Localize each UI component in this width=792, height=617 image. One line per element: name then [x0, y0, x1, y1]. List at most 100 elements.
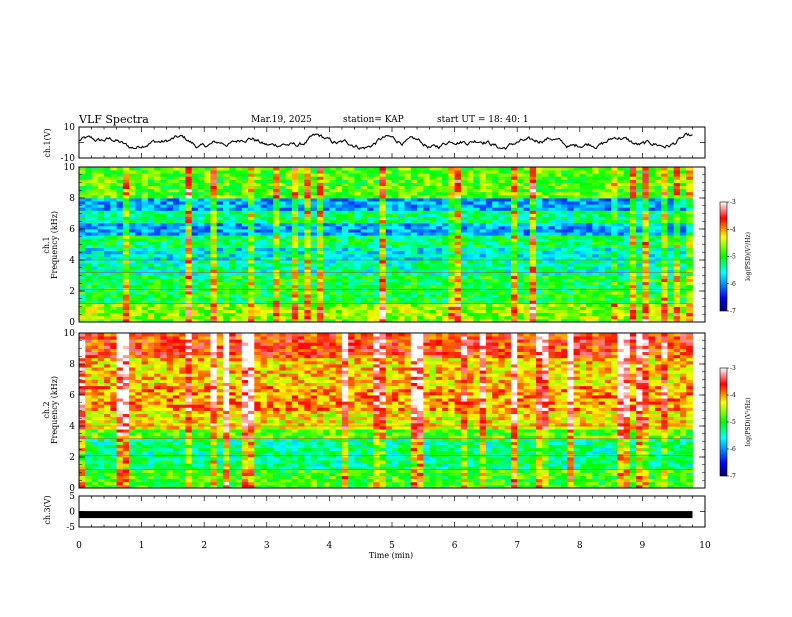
ch1-spectrogram-cell	[580, 235, 587, 239]
ch1-spectrogram-cell	[686, 238, 693, 242]
ch1-spectrogram-cell	[455, 291, 462, 295]
ch1-spectrogram-cell	[304, 229, 311, 233]
ch1-spectrogram-cell	[117, 195, 124, 199]
ch1-spectrogram-cell	[323, 279, 330, 283]
ch1-spectrogram-cell	[492, 294, 499, 298]
ch1-spectrogram-cell	[392, 313, 399, 317]
ch1-spectrogram-cell	[517, 214, 524, 218]
ch1-spectrogram-cell	[624, 232, 631, 236]
ch1-spectrogram-cell	[605, 316, 612, 320]
ch1-spectrogram-cell	[104, 198, 111, 202]
ch1-spectrogram-cell	[129, 307, 136, 311]
ch1-spectrogram-cell	[686, 220, 693, 224]
ch1-spectrogram-cell	[210, 173, 217, 177]
ch1-spectrogram-cell	[242, 263, 249, 267]
ch1-spectrogram-cell	[85, 282, 92, 286]
ch1-spectrogram-cell	[104, 170, 111, 174]
ch1-spectrogram-cell	[473, 266, 480, 270]
ch1-spectrogram-cell	[304, 179, 311, 183]
ch1-spectrogram-cell	[574, 201, 581, 205]
ch1-spectrogram-cell	[630, 183, 637, 187]
ch1-spectrogram-cell	[392, 310, 399, 314]
ch1-spectrogram-cell	[436, 260, 443, 264]
ch1-spectrogram-cell	[379, 226, 386, 230]
ch1-spectrogram-cell	[505, 179, 512, 183]
ch1-spectrogram-cell	[430, 260, 437, 264]
ch1-spectrogram-cell	[555, 307, 562, 311]
ch1-spectrogram-cell	[198, 170, 205, 174]
ch1-spectrogram-cell	[511, 248, 518, 252]
ch1-spectrogram-cell	[461, 291, 468, 295]
ch1-spectrogram-cell	[536, 192, 543, 196]
ch1-spectrogram-cell	[123, 176, 130, 180]
ch1-spectrogram-cell	[279, 251, 286, 255]
ch1-spectrogram-cell	[511, 245, 518, 249]
ch1-spectrogram-cell	[473, 245, 480, 249]
ch1-spectrogram-cell	[311, 276, 318, 280]
ch1-spectrogram-cell	[417, 189, 424, 193]
ch1-spectrogram-cell	[599, 232, 606, 236]
ch1-spectrogram-cell	[567, 192, 574, 196]
ch1-spectrogram-cell	[442, 241, 449, 245]
ch1-spectrogram-cell	[229, 186, 236, 190]
ch1-spectrogram-cell	[549, 173, 556, 177]
ch1-spectrogram-cell	[167, 285, 174, 289]
ch1-spectrogram-cell	[511, 310, 518, 314]
ch1-spectrogram-cell	[373, 232, 380, 236]
ch1-spectrogram-cell	[373, 303, 380, 307]
ch1-spectrogram-cell	[599, 229, 606, 233]
ch1-spectrogram-cell	[555, 310, 562, 314]
ch1-spectrogram-cell	[405, 291, 412, 295]
ch1-spectrogram-cell	[549, 254, 556, 257]
ch1-spectrogram-cell	[605, 272, 612, 276]
ch1-spectrogram-cell	[135, 251, 142, 255]
ch1-spectrogram-cell	[110, 170, 117, 174]
ch1-spectrogram-cell	[223, 176, 230, 180]
ch1-spectrogram-cell	[667, 207, 674, 211]
ch1-spectrogram-cell	[486, 201, 493, 205]
ch1-spectrogram-cell	[304, 192, 311, 196]
ch1-spectrogram-cell	[549, 251, 556, 255]
ch1-spectrogram-cell	[273, 214, 280, 218]
ch1-spectrogram-cell	[317, 263, 324, 267]
ch1-spectrogram-cell	[217, 279, 224, 283]
ch1-spectrogram-cell	[517, 297, 524, 301]
ch1-spectrogram-cell	[323, 303, 330, 307]
ch1-spectrogram-cell	[117, 198, 124, 202]
ch1-spectrogram-cell	[430, 229, 437, 233]
ch1-spectrogram-cell	[217, 192, 224, 196]
ch1-spectrogram-cell	[92, 313, 99, 317]
ch1-spectrogram-cell	[79, 294, 86, 298]
ch1-spectrogram-cell	[667, 192, 674, 196]
ch1-spectrogram-cell	[123, 313, 130, 317]
ch1-spectrogram-cell	[160, 207, 167, 211]
ch1-spectrogram-cell	[135, 207, 142, 211]
ch1-spectrogram-cell	[498, 229, 505, 233]
ch1-spectrogram-cell	[617, 282, 624, 286]
ch1-spectrogram-cell	[379, 241, 386, 245]
ch1-spectrogram-cell	[386, 297, 393, 301]
ch1-spectrogram-cell	[254, 179, 261, 183]
ch1-spectrogram-cell	[661, 176, 668, 180]
ch1-spectrogram-cell	[192, 303, 199, 307]
ch1-spectrogram-cell	[361, 192, 368, 196]
ch1-spectrogram-cell	[98, 248, 105, 252]
ch1-spectrogram-cell	[630, 176, 637, 180]
ch1-spectrogram-cell	[599, 291, 606, 295]
ch1-spectrogram-cell	[542, 186, 549, 190]
ch1-spectrogram-cell	[655, 214, 662, 218]
ch1-spectrogram-cell	[135, 223, 142, 227]
ch1-spectrogram-cell	[154, 235, 161, 239]
ch1-spectrogram-cell	[198, 263, 205, 267]
ch1-spectrogram-cell	[661, 220, 668, 224]
ch1-spectrogram-cell	[317, 198, 324, 202]
ch1-spectrogram-cell	[167, 310, 174, 314]
ch1-spectrogram-cell	[273, 279, 280, 283]
ch1-spectrogram-cell	[498, 263, 505, 267]
ch1-spectrogram-cell	[367, 294, 374, 298]
ch1-spectrogram-cell	[336, 195, 343, 199]
ch1-spectrogram-cell	[204, 223, 211, 227]
ch1-spectrogram-cell	[92, 223, 99, 227]
ch1-spectrogram-cell	[661, 210, 668, 214]
ch1-spectrogram-cell	[599, 303, 606, 307]
